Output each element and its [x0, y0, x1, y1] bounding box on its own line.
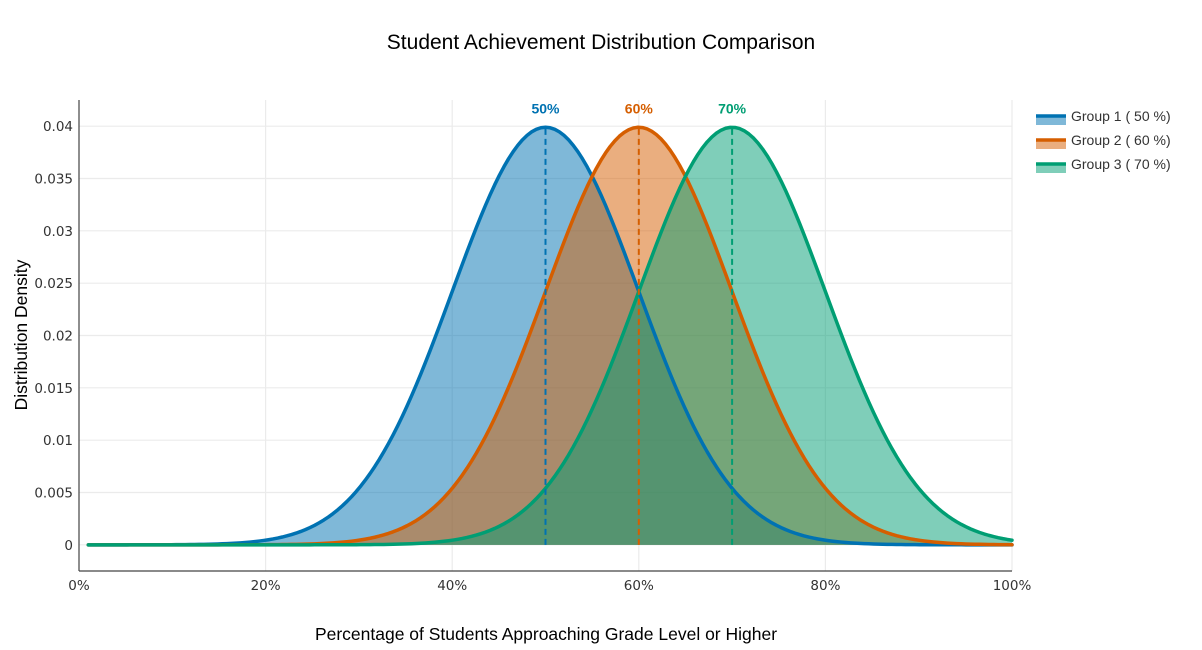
y-tick-label: 0.02	[43, 329, 73, 345]
x-tick-labels: 0% 20% 40% 60% 80% 100%	[68, 578, 1031, 594]
legend-label: Group 3 ( 70 %)	[1071, 156, 1171, 172]
y-tick-label: 0.015	[34, 381, 73, 397]
y-axis-title: Distribution Density	[11, 259, 31, 410]
y-tick-label: 0.025	[34, 276, 73, 292]
x-tick-label: 100%	[993, 578, 1032, 594]
y-tick-label: 0	[64, 538, 73, 554]
series-line-1	[86, 125, 1014, 547]
y-tick-label: 0.03	[43, 224, 73, 240]
series-lines	[86, 125, 1014, 547]
y-tick-label: 0.04	[43, 119, 73, 135]
axes	[78, 100, 1012, 572]
y-tick-label: 0.005	[34, 486, 73, 502]
legend-swatch-fill	[1036, 116, 1066, 125]
peak-label-1: 50%	[531, 100, 560, 116]
legend-item-2[interactable]: Group 2 ( 60 %)	[1036, 132, 1171, 149]
legend-label: Group 1 ( 50 %)	[1071, 108, 1171, 124]
x-tick-label: 60%	[624, 578, 654, 594]
peak-label-3: 70%	[718, 100, 747, 116]
y-tick-labels: 0 0.005 0.01 0.015 0.02 0.025 0.03 0.035 0.04	[34, 119, 73, 554]
series-line-3	[86, 125, 1014, 547]
legend-swatch-fill	[1036, 164, 1066, 173]
series-area-3	[88, 127, 1012, 545]
legend: Group 1 ( 50 %) Group 2 ( 60 %) Group 3 ( …	[1036, 108, 1171, 173]
legend-label: Group 2 ( 60 %)	[1071, 132, 1171, 148]
legend-item-1[interactable]: Group 1 ( 50 %)	[1036, 108, 1171, 125]
mean-markers: 50% 60% 70%	[531, 100, 747, 545]
x-tick-label: 20%	[251, 578, 281, 594]
y-tick-label: 0.035	[34, 172, 73, 188]
y-tick-label: 0.01	[43, 433, 73, 449]
legend-swatch-fill	[1036, 140, 1066, 149]
x-axis-title: Percentage of Students Approaching Grade…	[315, 624, 777, 644]
series-fills	[88, 127, 1012, 545]
x-tick-label: 0%	[68, 578, 90, 594]
x-tick-label: 40%	[437, 578, 467, 594]
x-tick-label: 80%	[810, 578, 840, 594]
chart-title: Student Achievement Distribution Compari…	[387, 31, 815, 54]
legend-item-3[interactable]: Group 3 ( 70 %)	[1036, 156, 1171, 173]
peak-label-2: 60%	[625, 100, 654, 116]
